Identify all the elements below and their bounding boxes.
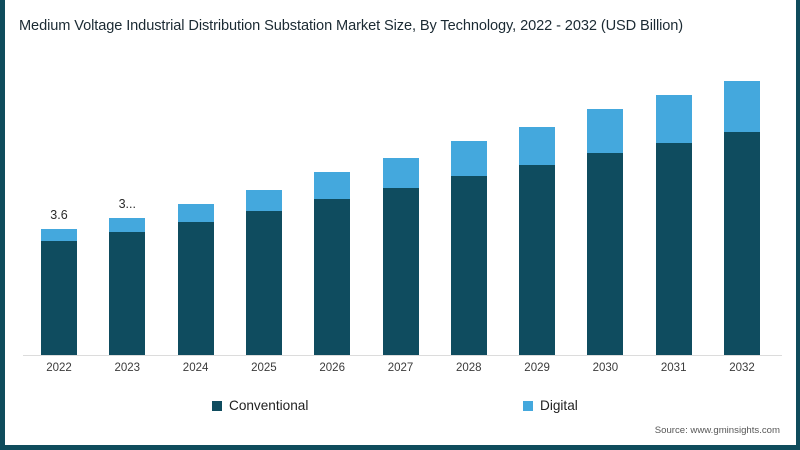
bar-segment-conventional[interactable] — [109, 232, 146, 355]
source-attribution: Source: www.gminsights.com — [654, 425, 780, 436]
bar-group[interactable]: 3.6 — [41, 208, 77, 355]
bar-segment-digital[interactable] — [245, 189, 282, 212]
bar-stack[interactable] — [587, 109, 624, 355]
bar-group[interactable] — [724, 81, 760, 355]
bar-segment-digital[interactable] — [314, 172, 351, 199]
bar-stack[interactable] — [450, 140, 487, 355]
bar-segment-conventional[interactable] — [587, 153, 624, 355]
x-axis-tick-2024: 2024 — [182, 362, 209, 374]
bar-segment-digital[interactable] — [177, 204, 214, 222]
bar-segment-digital[interactable] — [724, 81, 760, 132]
x-axis-tick-labels: 2022 2023 2024 2025 2026 2027 2028 2029 2030 2031… — [5, 362, 796, 382]
x-axis-tick-2022: 2022 — [46, 362, 72, 374]
legend-swatch-conventional — [212, 400, 222, 411]
bar-group[interactable] — [655, 95, 692, 355]
bar-stack[interactable]: 3.6 — [41, 208, 77, 355]
bar-stack[interactable] — [177, 204, 214, 355]
bar-segment-conventional[interactable] — [724, 132, 760, 355]
plot-area: 3.6 3... — [5, 60, 796, 356]
bar-segment-digital[interactable] — [655, 95, 692, 143]
bar-segment-conventional[interactable] — [245, 211, 282, 355]
bar-segment-digital[interactable] — [382, 158, 419, 189]
bar-segment-conventional[interactable] — [382, 188, 419, 355]
legend-label-digital: Digital — [540, 398, 578, 413]
bar-segment-conventional[interactable] — [450, 175, 487, 355]
x-axis-tick-2023: 2023 — [114, 362, 141, 374]
bar-group[interactable] — [519, 126, 556, 355]
bar-stack[interactable] — [245, 189, 282, 355]
chart-legend: Conventional Digital — [5, 398, 796, 420]
bar-group[interactable] — [450, 140, 487, 355]
page-title: Medium Voltage Industrial Distribution S… — [19, 18, 684, 34]
x-axis-tick-2029: 2029 — [524, 362, 550, 374]
legend-label-conventional: Conventional — [229, 398, 309, 413]
bar-segment-conventional[interactable] — [655, 142, 692, 355]
bar-stack[interactable] — [314, 172, 351, 355]
x-axis-tick-2032: 2032 — [729, 362, 755, 374]
x-axis-tick-2025: 2025 — [251, 362, 277, 374]
bar-stack[interactable] — [519, 126, 556, 355]
bar-stack[interactable]: 3... — [109, 197, 146, 355]
legend-item-digital[interactable]: Digital — [523, 398, 578, 413]
legend-item-conventional[interactable]: Conventional — [212, 398, 308, 413]
bar-group[interactable]: 3... — [109, 197, 146, 355]
bar-segment-digital[interactable] — [109, 218, 146, 233]
bar-segment-conventional[interactable] — [519, 165, 556, 355]
bar-stack[interactable] — [724, 81, 760, 355]
x-axis-tick-2031: 2031 — [660, 362, 687, 374]
bar-stack[interactable] — [382, 158, 419, 355]
bar-value-label: 3.6 — [50, 207, 68, 222]
bar-segment-digital[interactable] — [41, 228, 77, 241]
x-axis-line — [23, 355, 782, 356]
bar-group[interactable] — [177, 204, 214, 355]
x-axis-tick-2026: 2026 — [319, 362, 345, 374]
x-axis-tick-2030: 2030 — [592, 362, 619, 374]
bar-segment-digital[interactable] — [587, 109, 624, 154]
bar-group[interactable] — [314, 172, 351, 355]
x-axis-tick-2027: 2027 — [387, 362, 414, 374]
bar-group[interactable] — [382, 158, 419, 355]
bar-group[interactable] — [587, 109, 624, 355]
bar-stack[interactable] — [655, 95, 692, 355]
bar-value-label: 3... — [118, 197, 136, 212]
bar-segment-conventional[interactable] — [177, 221, 214, 355]
bar-segment-digital[interactable] — [450, 140, 487, 176]
bar-segment-conventional[interactable] — [41, 240, 77, 355]
bar-group[interactable] — [245, 189, 282, 355]
legend-swatch-digital — [523, 400, 533, 411]
bar-segment-digital[interactable] — [519, 126, 556, 166]
x-axis-tick-2028: 2028 — [456, 362, 482, 374]
bar-segment-conventional[interactable] — [314, 198, 351, 355]
